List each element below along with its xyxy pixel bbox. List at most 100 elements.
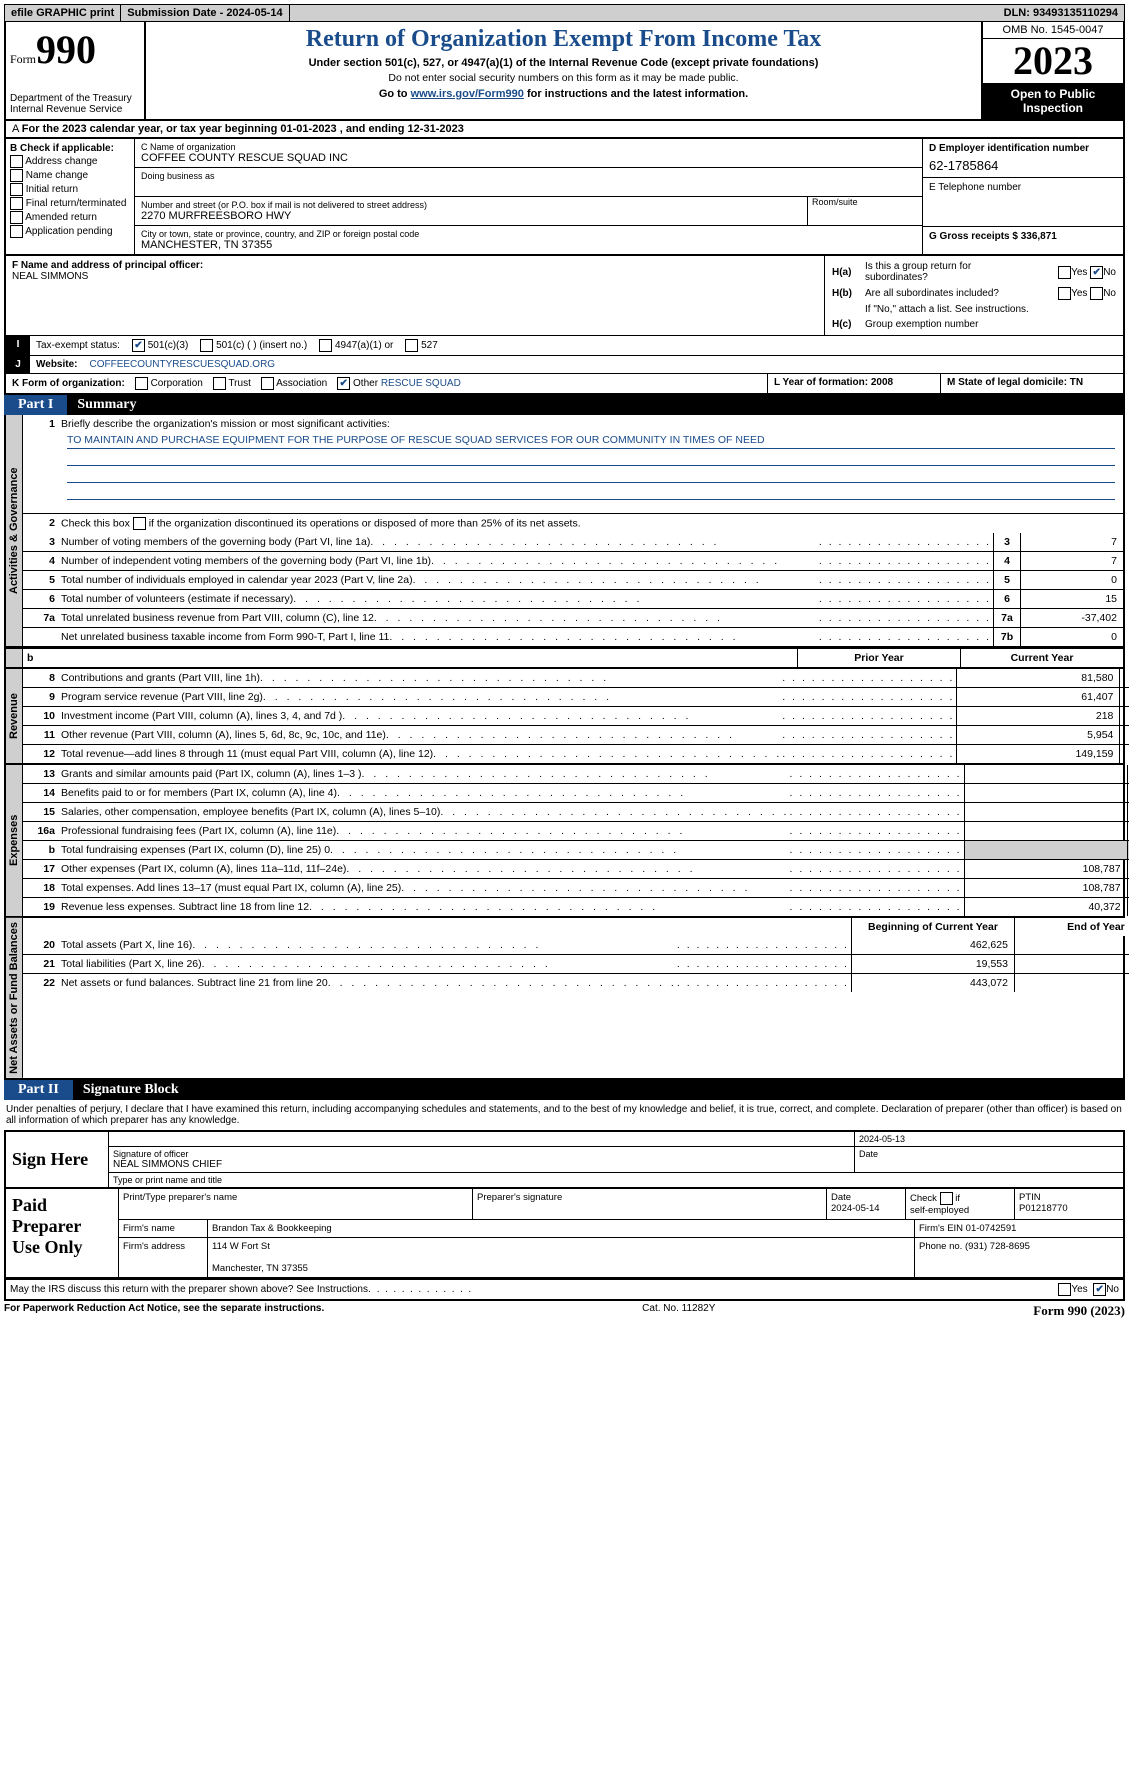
hdr-beginning: Beginning of Current Year bbox=[851, 918, 1014, 936]
firm-addr1: 114 W Fort St bbox=[212, 1241, 270, 1252]
cb-501c3[interactable] bbox=[132, 339, 145, 352]
submission-date: Submission Date - 2024-05-14 bbox=[121, 5, 289, 21]
firm-name: Brandon Tax & Bookkeeping bbox=[207, 1220, 914, 1237]
vtab-netassets: Net Assets or Fund Balances bbox=[6, 918, 23, 1078]
ein-value: 62-1785864 bbox=[929, 154, 1117, 173]
sign-here: Sign Here bbox=[6, 1132, 108, 1187]
website-value[interactable]: COFFEECOUNTYRESCUESQUAD.ORG bbox=[90, 359, 276, 370]
summary-line-5: 5Total number of individuals employed in… bbox=[23, 570, 1123, 589]
line-15: 15Salaries, other compensation, employee… bbox=[23, 802, 1129, 821]
sig-officer-label: Signature of officer bbox=[113, 1149, 850, 1159]
cb-assoc[interactable] bbox=[261, 377, 274, 390]
street-label: Number and street (or P.O. box if mail i… bbox=[141, 200, 801, 210]
street-address: 2270 MURFREESBORO HWY bbox=[141, 210, 801, 222]
tax-exempt-label: Tax-exempt status: bbox=[36, 340, 120, 351]
line-19: 19Revenue less expenses. Subtract line 1… bbox=[23, 897, 1129, 916]
cb-527[interactable] bbox=[405, 339, 418, 352]
colb-item[interactable]: Final return/terminated bbox=[10, 197, 130, 210]
goto-post: for instructions and the latest informat… bbox=[524, 88, 748, 100]
hdr-prior-year: Prior Year bbox=[797, 649, 960, 667]
goto-pre: Go to bbox=[379, 88, 411, 100]
cb-other[interactable] bbox=[337, 377, 350, 390]
cb-line2[interactable] bbox=[133, 517, 146, 530]
irs-link[interactable]: www.irs.gov/Form990 bbox=[411, 88, 524, 100]
phone-label: E Telephone number bbox=[929, 182, 1117, 193]
firm-addr2: Manchester, TN 37355 bbox=[212, 1263, 308, 1274]
row-i-marker: I bbox=[6, 336, 30, 355]
prep-sig-label: Preparer's signature bbox=[472, 1189, 826, 1219]
form-org-label: K Form of organization: bbox=[12, 378, 125, 389]
vtab-activities: Activities & Governance bbox=[6, 415, 23, 646]
firm-ein: 01-0742591 bbox=[966, 1223, 1017, 1234]
hb-yes[interactable] bbox=[1058, 287, 1071, 300]
omb-number: OMB No. 1545-0047 bbox=[983, 22, 1123, 39]
open-inspection: Open to Public Inspection bbox=[983, 83, 1123, 119]
vtab-revenue: Revenue bbox=[6, 669, 23, 763]
row-j-marker: J bbox=[6, 356, 30, 373]
cb-corp[interactable] bbox=[135, 377, 148, 390]
line1-label: Briefly describe the organization's miss… bbox=[61, 418, 390, 430]
sig-intro: Under penalties of perjury, I declare th… bbox=[4, 1100, 1125, 1130]
ptin: P01218770 bbox=[1019, 1203, 1068, 1214]
officer-name: NEAL SIMMONS bbox=[12, 271, 818, 282]
form-label: Form bbox=[10, 52, 36, 66]
summary-line-7b: Net unrelated business taxable income fr… bbox=[23, 627, 1123, 646]
paperwork-notice: For Paperwork Reduction Act Notice, see … bbox=[4, 1303, 324, 1319]
line-18: 18Total expenses. Add lines 13–17 (must … bbox=[23, 878, 1129, 897]
sig-date-top: 2024-05-13 bbox=[854, 1132, 1123, 1146]
part2-header: Part II Signature Block bbox=[4, 1080, 1125, 1100]
name-label: C Name of organization bbox=[141, 142, 236, 152]
state-domicile: M State of legal domicile: TN bbox=[947, 377, 1083, 388]
line-9: 9Program service revenue (Part VIII, lin… bbox=[23, 687, 1129, 706]
cat-no: Cat. No. 11282Y bbox=[642, 1303, 715, 1319]
line-20: 20Total assets (Part X, line 16)462,6255… bbox=[23, 936, 1129, 954]
ha-yes[interactable] bbox=[1058, 266, 1071, 279]
hdr-end: End of Year bbox=[1014, 918, 1129, 936]
colb-item[interactable]: Amended return bbox=[10, 211, 130, 224]
col-b-title: B Check if applicable: bbox=[10, 143, 130, 154]
hdr-current-year: Current Year bbox=[960, 649, 1123, 667]
line-21: 21Total liabilities (Part X, line 26)19,… bbox=[23, 954, 1129, 973]
efile-print[interactable]: efile GRAPHIC print bbox=[5, 5, 121, 21]
officer-name-title: NEAL SIMMONS CHIEF bbox=[113, 1159, 850, 1170]
vtab-expenses: Expenses bbox=[6, 765, 23, 916]
line-8: 8Contributions and grants (Part VIII, li… bbox=[23, 669, 1129, 687]
hb-no[interactable] bbox=[1090, 287, 1103, 300]
city-label: City or town, state or province, country… bbox=[141, 229, 916, 239]
colb-item[interactable]: Application pending bbox=[10, 225, 130, 238]
ha-no[interactable] bbox=[1090, 266, 1103, 279]
cb-501c[interactable] bbox=[200, 339, 213, 352]
colb-item[interactable]: Name change bbox=[10, 169, 130, 182]
tax-year: 2023 bbox=[983, 39, 1123, 83]
line-12: 12Total revenue—add lines 8 through 11 (… bbox=[23, 744, 1129, 763]
paid-preparer-label: Paid Preparer Use Only bbox=[6, 1189, 118, 1277]
officer-label: F Name and address of principal officer: bbox=[12, 260, 203, 271]
city-state-zip: MANCHESTER, TN 37355 bbox=[141, 239, 916, 251]
type-name-label: Type or print name and title bbox=[109, 1173, 1123, 1187]
hb-label: Are all subordinates included? bbox=[863, 286, 1028, 301]
efile-top-bar: efile GRAPHIC print Submission Date - 20… bbox=[4, 4, 1125, 22]
form-number: 990 bbox=[36, 27, 96, 72]
discuss-no[interactable] bbox=[1093, 1283, 1106, 1296]
summary-line-3: 3Number of voting members of the governi… bbox=[23, 533, 1123, 551]
discuss-yes[interactable] bbox=[1058, 1283, 1071, 1296]
website-label: Website: bbox=[30, 356, 84, 373]
line-14: 14Benefits paid to or for members (Part … bbox=[23, 783, 1129, 802]
form-title: Return of Organization Exempt From Incom… bbox=[150, 26, 977, 53]
cb-4947[interactable] bbox=[319, 339, 332, 352]
cb-trust[interactable] bbox=[213, 377, 226, 390]
mission-text: TO MAINTAIN AND PURCHASE EQUIPMENT FOR T… bbox=[67, 434, 1115, 449]
ein-label: D Employer identification number bbox=[929, 143, 1117, 154]
prep-date: 2024-05-14 bbox=[831, 1203, 880, 1214]
prep-name-label: Print/Type preparer's name bbox=[119, 1189, 472, 1219]
line-11: 11Other revenue (Part VIII, column (A), … bbox=[23, 725, 1129, 744]
year-formation: L Year of formation: 2008 bbox=[774, 377, 893, 388]
hc-label: Group exemption number bbox=[863, 318, 1117, 331]
cb-self-employed[interactable] bbox=[940, 1192, 953, 1205]
subtitle-2: Do not enter social security numbers on … bbox=[150, 72, 977, 84]
colb-item[interactable]: Address change bbox=[10, 155, 130, 168]
hb-note: If "No," attach a list. See instructions… bbox=[863, 303, 1117, 316]
org-name: COFFEE COUNTY RESCUE SQUAD INC bbox=[141, 152, 916, 164]
colb-item[interactable]: Initial return bbox=[10, 183, 130, 196]
form-header: Form990 Department of the Treasury Inter… bbox=[4, 22, 1125, 121]
